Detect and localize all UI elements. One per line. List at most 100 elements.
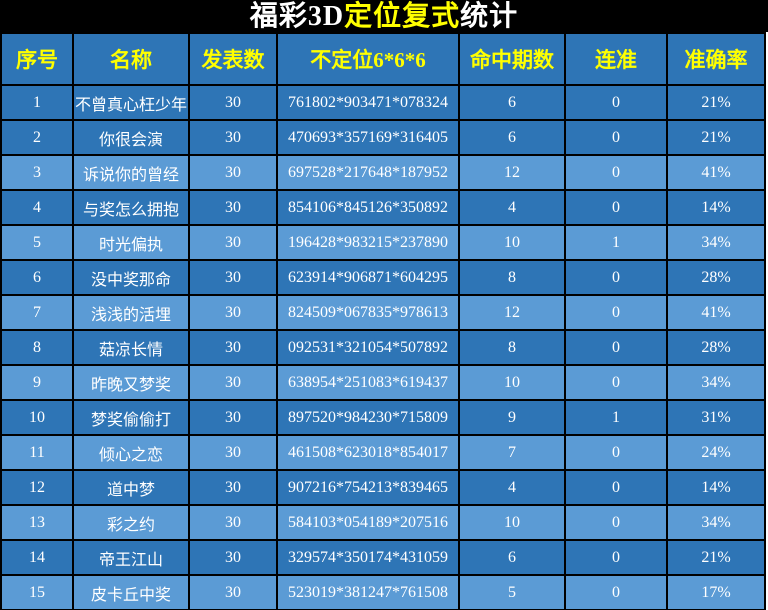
cell-streak: 0 — [564, 364, 668, 401]
cell-numbers: 638954*251083*619437 — [276, 364, 460, 401]
cell-streak: 0 — [564, 259, 668, 296]
cell-numbers: 092531*321054*507892 — [276, 329, 460, 366]
cell-name: 时光偏执 — [72, 224, 190, 261]
cell-published: 30 — [188, 329, 278, 366]
page-title-part-3: 统计 — [460, 1, 519, 32]
cell-index: 11 — [0, 434, 74, 471]
cell-name: 帝王江山 — [72, 539, 190, 576]
cell-index: 6 — [0, 259, 74, 296]
cell-hits: 8 — [458, 259, 566, 296]
column-header-index: 序号 — [0, 32, 74, 86]
cell-accuracy: 14% — [666, 469, 766, 506]
cell-accuracy: 34% — [666, 224, 766, 261]
cell-hits: 10 — [458, 504, 566, 541]
table-row: 6 没中奖那命 30 623914*906871*604295 8 0 28% — [0, 259, 766, 296]
cell-streak: 0 — [564, 84, 668, 121]
cell-numbers: 584103*054189*207516 — [276, 504, 460, 541]
table-row: 1 不曾真心枉少年 30 761802*903471*078324 6 0 21… — [0, 84, 766, 121]
cell-index: 12 — [0, 469, 74, 506]
table-row: 3 诉说你的曾经 30 697528*217648*187952 12 0 41… — [0, 154, 766, 191]
cell-streak: 0 — [564, 539, 668, 576]
cell-index: 13 — [0, 504, 74, 541]
cell-index: 1 — [0, 84, 74, 121]
cell-index: 10 — [0, 399, 74, 436]
cell-numbers: 897520*984230*715809 — [276, 399, 460, 436]
cell-name: 浅浅的活埋 — [72, 294, 190, 331]
cell-accuracy: 24% — [666, 434, 766, 471]
cell-numbers: 196428*983215*237890 — [276, 224, 460, 261]
cell-hits: 5 — [458, 574, 566, 610]
table-row: 8 菇凉长情 30 092531*321054*507892 8 0 28% — [0, 329, 766, 366]
cell-published: 30 — [188, 399, 278, 436]
cell-published: 30 — [188, 504, 278, 541]
cell-numbers: 523019*381247*761508 — [276, 574, 460, 610]
cell-name: 你很会演 — [72, 119, 190, 156]
title-bar: 福彩3D定位复式统计 — [0, 0, 768, 32]
cell-published: 30 — [188, 224, 278, 261]
cell-name: 昨晚又梦奖 — [72, 364, 190, 401]
cell-published: 30 — [188, 469, 278, 506]
cell-index: 9 — [0, 364, 74, 401]
cell-accuracy: 21% — [666, 539, 766, 576]
stats-table: 序号 名称 发表数 不定位6*6*6 命中期数 连准 准确率 1 不曾真心枉少年… — [0, 32, 766, 610]
cell-numbers: 824509*067835*978613 — [276, 294, 460, 331]
cell-streak: 0 — [564, 189, 668, 226]
cell-streak: 0 — [564, 329, 668, 366]
column-header-streak: 连准 — [564, 32, 668, 86]
cell-published: 30 — [188, 294, 278, 331]
cell-name: 道中梦 — [72, 469, 190, 506]
cell-index: 5 — [0, 224, 74, 261]
table-row: 14 帝王江山 30 329574*350174*431059 6 0 21% — [0, 539, 766, 576]
cell-hits: 4 — [458, 189, 566, 226]
cell-numbers: 623914*906871*604295 — [276, 259, 460, 296]
table-row: 2 你很会演 30 470693*357169*316405 6 0 21% — [0, 119, 766, 156]
cell-accuracy: 14% — [666, 189, 766, 226]
cell-streak: 0 — [564, 154, 668, 191]
column-header-hits: 命中期数 — [458, 32, 566, 86]
cell-hits: 8 — [458, 329, 566, 366]
cell-streak: 0 — [564, 119, 668, 156]
cell-name: 诉说你的曾经 — [72, 154, 190, 191]
cell-streak: 0 — [564, 504, 668, 541]
cell-name: 没中奖那命 — [72, 259, 190, 296]
table-row: 4 与奖怎么拥抱 30 854106*845126*350892 4 0 14% — [0, 189, 766, 226]
column-header-numbers: 不定位6*6*6 — [276, 32, 460, 86]
cell-name: 不曾真心枉少年 — [72, 84, 190, 121]
table-row: 12 道中梦 30 907216*754213*839465 4 0 14% — [0, 469, 766, 506]
cell-numbers: 470693*357169*316405 — [276, 119, 460, 156]
page-title-part-2: 定位复式 — [344, 1, 461, 32]
cell-hits: 6 — [458, 84, 566, 121]
cell-accuracy: 34% — [666, 364, 766, 401]
table-row: 10 梦奖偷偷打 30 897520*984230*715809 9 1 31% — [0, 399, 766, 436]
cell-streak: 0 — [564, 469, 668, 506]
page-title-part-1: 福彩3D — [249, 1, 345, 32]
table-row: 9 昨晚又梦奖 30 638954*251083*619437 10 0 34% — [0, 364, 766, 401]
cell-streak: 0 — [564, 574, 668, 610]
cell-accuracy: 21% — [666, 119, 766, 156]
cell-hits: 10 — [458, 224, 566, 261]
cell-hits: 9 — [458, 399, 566, 436]
table-row: 7 浅浅的活埋 30 824509*067835*978613 12 0 41% — [0, 294, 766, 331]
header-row: 序号 名称 发表数 不定位6*6*6 命中期数 连准 准确率 — [0, 32, 766, 86]
cell-index: 15 — [0, 574, 74, 610]
cell-name: 菇凉长情 — [72, 329, 190, 366]
cell-accuracy: 28% — [666, 259, 766, 296]
cell-hits: 7 — [458, 434, 566, 471]
cell-index: 4 — [0, 189, 74, 226]
cell-streak: 1 — [564, 224, 668, 261]
table-row: 15 皮卡丘中奖 30 523019*381247*761508 5 0 17% — [0, 574, 766, 610]
cell-hits: 10 — [458, 364, 566, 401]
cell-numbers: 907216*754213*839465 — [276, 469, 460, 506]
column-header-accuracy: 准确率 — [666, 32, 766, 86]
cell-published: 30 — [188, 434, 278, 471]
cell-accuracy: 21% — [666, 84, 766, 121]
cell-index: 3 — [0, 154, 74, 191]
cell-streak: 0 — [564, 434, 668, 471]
cell-streak: 0 — [564, 294, 668, 331]
cell-hits: 6 — [458, 119, 566, 156]
cell-name: 与奖怎么拥抱 — [72, 189, 190, 226]
table-row: 11 倾心之恋 30 461508*623018*854017 7 0 24% — [0, 434, 766, 471]
cell-published: 30 — [188, 539, 278, 576]
cell-index: 2 — [0, 119, 74, 156]
cell-numbers: 854106*845126*350892 — [276, 189, 460, 226]
